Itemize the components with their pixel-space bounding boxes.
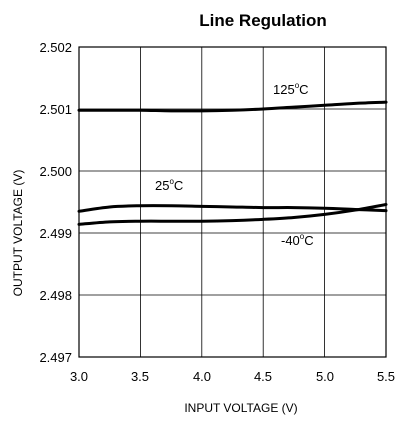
x-tick-label: 4.5: [254, 369, 272, 384]
x-axis-label: INPUT VOLTAGE (V): [184, 401, 297, 415]
y-tick-label: 2.497: [39, 350, 72, 365]
series-label-125c: 125oC: [273, 81, 309, 97]
chart-title: Line Regulation: [199, 11, 327, 30]
x-tick-label: 5.5: [377, 369, 395, 384]
series-annotations: 125oC 25oC -40oC: [155, 81, 314, 248]
series-line-minus-40c: [77, 202, 388, 226]
series-group: [77, 100, 388, 226]
x-tick-label: 5.0: [316, 369, 334, 384]
y-tick-labels: 2.502 2.501 2.500 2.499 2.498 2.497: [39, 40, 72, 365]
x-tick-label: 4.0: [193, 369, 211, 384]
series-line-25c: [77, 204, 388, 213]
y-tick-label: 2.498: [39, 288, 72, 303]
y-tick-label: 2.499: [39, 226, 72, 241]
y-tick-label: 2.502: [39, 40, 72, 55]
x-tick-label: 3.0: [70, 369, 88, 384]
plot-frame: [78, 46, 387, 358]
x-tick-label: 3.5: [131, 369, 149, 384]
x-tick-labels: 3.0 3.5 4.0 4.5 5.0 5.5: [70, 369, 395, 384]
y-tick-label: 2.501: [39, 102, 72, 117]
y-tick-label: 2.500: [39, 164, 72, 179]
axes: [78, 46, 387, 358]
series-line-125c: [77, 100, 388, 113]
series-label-25c: 25oC: [155, 177, 183, 193]
y-axis-label: OUTPUT VOLTAGE (V): [11, 170, 25, 297]
series-label-minus-40c: -40oC: [281, 232, 314, 248]
